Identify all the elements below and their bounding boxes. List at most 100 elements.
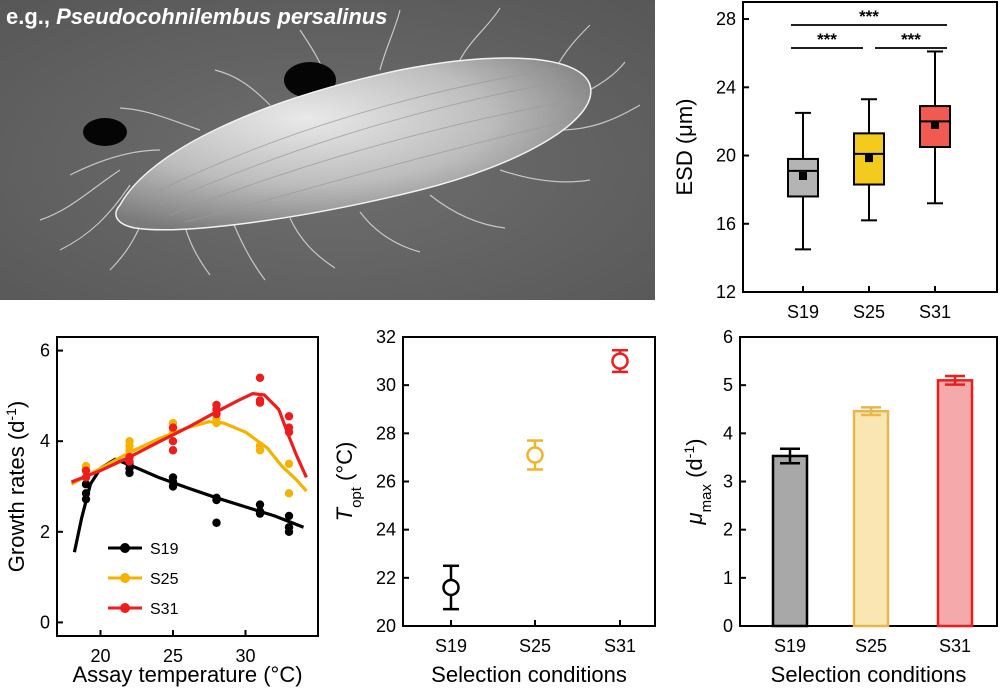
mumax-xtick-label: S19 — [774, 636, 806, 656]
topt-xtick-label: S25 — [519, 636, 551, 656]
species-caption: e.g., Pseudocohnilembus persalinus — [6, 4, 387, 29]
growth-ytick-label: 0 — [40, 612, 50, 632]
data-point-S31 — [168, 436, 178, 446]
plot-frame — [56, 336, 319, 637]
significance-label: *** — [817, 30, 837, 49]
topt-point-S19 — [442, 564, 460, 611]
growth-ytick-label: 6 — [40, 341, 50, 361]
data-point-S25 — [255, 441, 265, 450]
topt-chart: 20 22 24 26 28 30 32 S19 S25 S31 Selection conditi… — [332, 327, 656, 687]
data-point-S19 — [212, 493, 221, 503]
box-mean — [799, 172, 807, 180]
data-point-S25 — [125, 436, 134, 446]
legend-label-S25: S25 — [150, 571, 179, 588]
esd-xtick-label: S31 — [919, 302, 951, 322]
data-point-S25 — [212, 418, 221, 428]
topt-ytick-label: 20 — [376, 616, 396, 636]
mumax-y-axis-label: μmax (d-1) — [681, 439, 715, 526]
topt-ytick-label: 24 — [376, 520, 396, 540]
topt-xtick-label: S31 — [604, 636, 636, 656]
growth-ytick-label: 2 — [40, 522, 50, 542]
fit-curve-S19 — [72, 457, 305, 553]
pore — [83, 118, 127, 146]
topt-point-S25 — [526, 439, 544, 471]
bar-S25 — [852, 406, 890, 628]
data-point-S19 — [81, 489, 91, 498]
esd-xtick-label: S19 — [787, 302, 819, 322]
legend-marker-S25 — [120, 573, 130, 583]
legend-label-S31: S31 — [150, 601, 179, 618]
growth-xtick-label: 20 — [90, 646, 110, 666]
data-point-S19 — [81, 494, 91, 504]
growth-xtick-label: 25 — [163, 646, 183, 666]
growth-y-axis-label: Growth rates (d-1) — [3, 401, 29, 572]
mumax-ytick-label: 1 — [723, 568, 733, 588]
data-point-S31 — [284, 412, 294, 421]
mumax-xtick-label: S25 — [855, 636, 887, 656]
data-point-S31 — [212, 400, 221, 410]
mumax-ytick-label: 4 — [723, 423, 733, 443]
mumax-ytick-label: 5 — [723, 375, 733, 395]
topt-ytick-label: 22 — [376, 568, 396, 588]
mean-marker — [611, 352, 629, 370]
growth-x-axis-label: Assay temperature (°C) — [72, 662, 302, 687]
data-point-S31 — [255, 373, 265, 382]
data-point-S25 — [284, 459, 294, 469]
topt-ytick-label: 28 — [376, 423, 396, 443]
topt-y-axis-label: Topt (°C) — [332, 442, 365, 522]
esd-y-axis-label: ESD (μm) — [672, 98, 697, 195]
data-point-S31 — [81, 473, 91, 482]
esd-ytick-label: 16 — [716, 214, 736, 234]
legend-marker-S19 — [120, 543, 130, 553]
ciliate-cell-body — [115, 57, 592, 231]
mumax-chart: 0 1 2 3 4 5 6 S19 S25 S31 Selection conditions μmax… — [681, 327, 998, 687]
data-point-S25 — [284, 489, 294, 498]
sem-micrograph: e.g., Pseudocohnilembus persalinus — [0, 0, 655, 300]
growth-xtick-label: 30 — [235, 646, 255, 666]
data-point-S19 — [255, 500, 265, 509]
topt-ytick-label: 26 — [376, 472, 396, 492]
plot-frame — [402, 336, 656, 627]
bar-rect — [936, 379, 974, 628]
mumax-ytick-label: 2 — [723, 520, 733, 540]
data-point-S19 — [255, 507, 265, 516]
data-point-S31 — [168, 446, 178, 455]
legend-label-S19: S19 — [150, 541, 179, 558]
esd-ytick-label: 12 — [716, 282, 736, 302]
topt-xtick-label: S19 — [435, 636, 467, 656]
data-point-S19 — [168, 473, 178, 482]
data-point-S31 — [284, 423, 294, 432]
legend-marker-S31 — [120, 603, 130, 613]
box-S31 — [919, 50, 951, 205]
fit-curve-S31 — [70, 392, 308, 484]
topt-point-S31 — [611, 348, 629, 374]
data-point-S31 — [255, 396, 265, 405]
data-point-S31 — [81, 466, 91, 475]
box-S25 — [853, 98, 885, 222]
esd-ytick-label: 20 — [716, 146, 736, 166]
bar-S31 — [936, 374, 974, 628]
data-point-S19 — [212, 518, 221, 527]
mumax-xtick-label: S31 — [939, 636, 971, 656]
significance-label: *** — [901, 30, 921, 49]
esd-xtick-label: S25 — [853, 302, 885, 322]
bar-rect — [852, 409, 890, 628]
data-point-S31 — [168, 423, 178, 432]
mumax-ytick-label: 6 — [723, 327, 733, 347]
topt-x-axis-label: Selection conditions — [431, 662, 627, 687]
box-mean — [931, 120, 939, 129]
box-S19 — [787, 111, 819, 251]
topt-ytick-label: 32 — [376, 327, 396, 347]
significance-label: *** — [859, 7, 879, 26]
mumax-x-axis-label: Selection conditions — [771, 662, 967, 687]
data-point-S19 — [284, 511, 294, 521]
bar-rect — [771, 454, 809, 628]
fit-curve-S25 — [70, 420, 308, 493]
mean-marker — [442, 578, 460, 597]
growth-legend: S19 S25 S31 — [108, 541, 179, 618]
cell-ridges — [149, 67, 576, 223]
growth-ytick-label: 4 — [40, 431, 50, 451]
bar-S19 — [771, 447, 809, 628]
